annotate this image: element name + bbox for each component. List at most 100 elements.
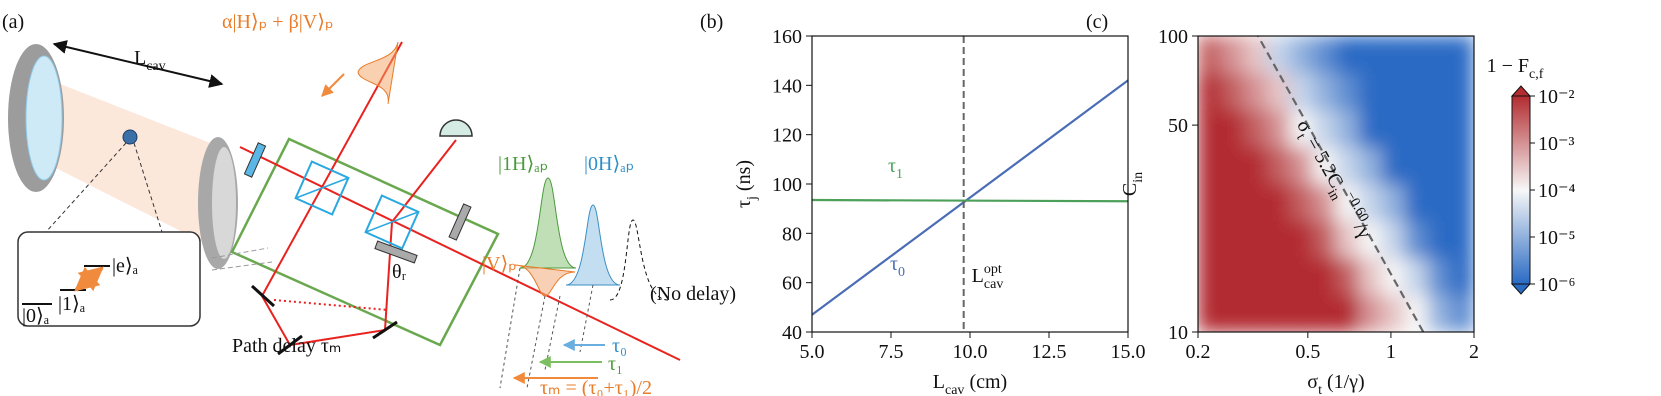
heatmap-cell [1381,72,1406,111]
heatmap-cell [1220,257,1245,296]
y-tick-label: 160 [772,26,802,48]
text-part: t [1318,383,1322,396]
y-axis-label: Cin [1119,172,1146,196]
heatmap-cell [1381,146,1406,185]
heatmap-cell [1335,109,1360,148]
heatmap-cell [1289,220,1314,259]
x-tick-label: 10.0 [953,341,988,363]
heatmap-cell [1312,257,1337,296]
colorbar-label: 1 − Fc,f [1487,55,1544,82]
series-label: τ0 [890,253,905,280]
delay-guide [211,261,273,271]
heatmap-cell [1220,294,1245,332]
text-part: opt [984,262,1002,277]
heatmap-cell [1358,146,1383,185]
heatmap-cell [1381,294,1406,332]
heatmap-cell [1427,109,1452,148]
transition-arrow [74,266,104,292]
heatmap-cell [1404,109,1429,148]
heatmap-cell [1427,294,1452,332]
heatmap-cell [1404,146,1429,185]
heatmap-cell [1243,72,1268,111]
heatmap-cell [1312,183,1337,222]
colorbar-extend [1510,283,1532,295]
colorbar-tick-label: 10⁻² [1538,86,1575,108]
heatmap-cell [1427,146,1452,185]
heatmap-cell [1312,146,1337,185]
heatmap-cell [1243,257,1268,296]
text-part: cav [146,59,165,74]
text-part: τ [888,155,896,177]
heatmap-cell [1220,220,1245,259]
level-label: |1⟩ₐ [58,293,86,315]
x-tick-label: 0.2 [1186,341,1211,363]
level-label: |0⟩ₐ [22,305,50,327]
text-part: τ [890,253,898,275]
heatmap-cell [1404,72,1429,111]
heatmap-cell [1243,146,1268,185]
guide [499,267,521,389]
colorbar-tick-label: 10⁻⁴ [1538,180,1576,202]
heatmap-cell [1220,72,1245,111]
text-part: (ns) [733,160,755,196]
heatmap-cell [1381,220,1406,259]
heatmap-cell [1220,109,1245,148]
heatmap-cell [1312,109,1337,148]
colorbar [1511,95,1531,285]
pulse-label: |1H⟩ₐₚ [498,153,548,175]
x-tick-label: 2 [1469,341,1479,363]
text-part: L [933,371,945,393]
x-axis-label: Lcav (cm) [933,371,1007,396]
pulse-label: (No delay) [650,283,736,305]
heatmap-cell [1450,146,1474,185]
y-tick-label: 40 [782,322,802,344]
heatmap-cell [1427,257,1452,296]
text-part: cav [945,383,964,396]
heatmap-cell [1427,72,1452,111]
y-tick-label: 120 [772,125,802,147]
heatmap-cell [1450,183,1474,222]
heatmap-cell [1404,36,1429,74]
heatmap-cell [1450,72,1474,111]
x-tick-label: 5.0 [800,341,825,363]
pulse [514,264,576,297]
heatmap-cell [1450,220,1474,259]
atom [122,129,138,145]
rotator-plate [374,240,418,264]
text-part: L [134,47,146,69]
pulse-label: |V⟩ₚ [482,253,517,275]
heatmap-cell [1427,36,1452,74]
heatmap-cell [1404,220,1429,259]
heatmap-cell [1198,109,1222,148]
delay-mirror [277,334,303,356]
angle-label: θᵣ [392,261,407,283]
heatmap-cell [1427,220,1452,259]
delay-label: τ₀ [612,335,627,357]
text-part: L [972,265,984,287]
heatmap-cell [1266,220,1291,259]
heatmap-cell [1358,109,1383,148]
heatmap-cell [1450,257,1474,296]
heatmap-cell [1335,36,1360,74]
heatmap-cell [1381,257,1406,296]
text-part: t [1293,131,1308,142]
delay-mirror [372,320,398,340]
heatmap-cell [1427,183,1452,222]
heatmap [1198,36,1474,332]
heatmap-cell [1335,146,1360,185]
heatmap-cell [1289,257,1314,296]
heatmap-cell [1289,294,1314,332]
series-line [811,79,1129,316]
colorbar-tick-label: 10⁻⁶ [1538,274,1576,296]
delay-label: τₘ = (τ₀+τ₁)/2 [540,377,652,396]
text-part: 1 [896,167,903,182]
heatmap-cell [1220,146,1245,185]
heatmap-cell [1381,183,1406,222]
heatmap-cell [1450,294,1474,332]
zoom-line [45,142,127,233]
plot-frame [1197,35,1475,333]
heatmap-cell [1335,220,1360,259]
heatmap-cell [1243,220,1268,259]
text-part: σ [1307,371,1318,393]
series-label: τ1 [888,155,903,182]
